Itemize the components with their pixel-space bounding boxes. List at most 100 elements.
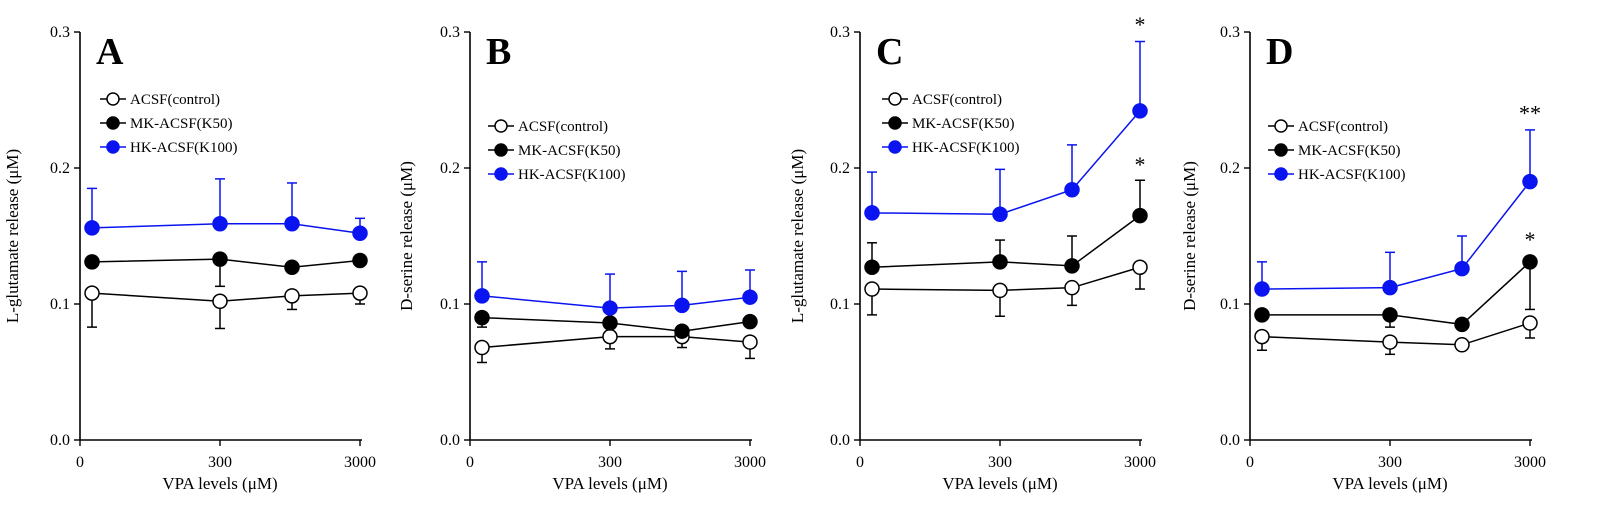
data-point [212, 251, 228, 267]
series-mk-acsf-k50 [864, 179, 1148, 276]
series-mk-acsf-k50 [84, 251, 368, 288]
data-point [84, 285, 100, 301]
y-tick-label: 0.3 [50, 24, 70, 41]
series-line [1262, 261, 1531, 326]
data-point [1454, 260, 1470, 277]
data-point [352, 285, 368, 301]
series-line [91, 223, 361, 235]
data-point [742, 334, 758, 350]
data-point [352, 252, 368, 269]
y-tick-label: 0.0 [50, 432, 70, 449]
series-line [91, 292, 361, 303]
x-axis-title: VPA levels (μM) [1332, 474, 1447, 493]
data-point [1132, 103, 1148, 119]
data-point [352, 225, 368, 242]
data-point [674, 323, 690, 339]
data-point [602, 328, 618, 345]
data-point [1454, 316, 1470, 333]
chart-panel-d: 0.0 0.1 0.2 0.3 0 300 3000 VPA levels (μM) D-ser… [1180, 24, 1546, 493]
panel-letter: D [1266, 31, 1293, 73]
legend-swatch-marker [106, 116, 120, 130]
data-point [1254, 281, 1270, 297]
x-tick-label: 0 [1246, 454, 1254, 471]
data-point [1382, 334, 1398, 350]
y-tick-label: 0.1 [50, 296, 70, 313]
legend-entry-label: ACSF(control) [518, 119, 608, 135]
data-point [1454, 337, 1470, 353]
x-tick-label: 3000 [1124, 454, 1156, 471]
x-tick-label: 3000 [1514, 454, 1546, 471]
y-axis-title: L-glutamate release (μM) [3, 149, 22, 323]
x-axis-title: VPA levels (μM) [552, 474, 667, 493]
data-point [992, 254, 1008, 270]
chart-panel-a: 0.0 0.1 0.2 0.3 0 300 3000 VPA levels (μM) L-glu… [3, 24, 376, 493]
series-acsf-control [1254, 315, 1538, 356]
legend-entry-label: ACSF(control) [912, 92, 1002, 108]
legend-entry-label: MK-ACSF(K50) [912, 116, 1015, 132]
data-point [212, 293, 228, 310]
legend-swatch-marker [888, 92, 902, 106]
legend: ACSF(control) MK-ACSF(K50) HK-ACSF(K100) [882, 92, 1020, 156]
data-point [602, 315, 618, 331]
data-point [1254, 307, 1270, 323]
data-point [1382, 307, 1398, 323]
series-acsf-control [864, 259, 1148, 317]
y-axis-title: D-serine release (μM) [1180, 161, 1199, 311]
data-point [864, 281, 880, 297]
x-tick-label: 300 [208, 454, 232, 471]
legend-swatch-marker [494, 167, 508, 181]
series-hk-acsf-k100 [864, 40, 1148, 222]
data-point [84, 220, 100, 236]
x-tick-label: 0 [76, 454, 84, 471]
legend-swatch-marker [106, 140, 120, 154]
series-line [481, 295, 751, 309]
legend: ACSF(control) MK-ACSF(K50) HK-ACSF(K100) [100, 92, 238, 156]
legend-swatch-marker [494, 119, 508, 133]
y-tick-label: 0.3 [1220, 24, 1240, 41]
significance-marker: * [1135, 152, 1146, 177]
series-hk-acsf-k100 [1254, 129, 1538, 297]
legend-entry-label: MK-ACSF(K50) [1298, 143, 1401, 159]
series-line [481, 335, 751, 349]
series-line [871, 214, 1141, 269]
y-tick-label: 0.0 [830, 432, 850, 449]
series-line [871, 110, 1141, 215]
chart-panel-c: 0.0 0.1 0.2 0.3 0 300 3000 VPA levels (μM) L-glu… [788, 12, 1156, 493]
series-acsf-control [474, 328, 758, 364]
legend-entry-label: MK-ACSF(K50) [518, 143, 621, 159]
data-point [284, 288, 300, 304]
data-point [1064, 279, 1080, 296]
data-point [602, 300, 618, 316]
data-point [284, 259, 300, 276]
significance-marker: ** [1519, 100, 1541, 125]
legend: ACSF(control) MK-ACSF(K50) HK-ACSF(K100) [488, 119, 626, 183]
series-line [1261, 322, 1531, 346]
significance-marker: * [1525, 227, 1536, 252]
legend-entry-label: HK-ACSF(K100) [1298, 167, 1406, 183]
y-tick-label: 0.2 [1220, 160, 1240, 177]
x-tick-label: 3000 [344, 454, 376, 471]
data-point [84, 254, 100, 270]
legend-entry-label: ACSF(control) [130, 92, 220, 108]
data-point [1064, 182, 1080, 198]
legend-swatch-marker [888, 140, 902, 154]
data-point [474, 288, 490, 304]
legend-swatch-marker [888, 116, 902, 130]
legend-entry-label: HK-ACSF(K100) [912, 140, 1020, 156]
chart-panel-b: 0.0 0.1 0.2 0.3 0 300 3000 VPA levels (μM) D-ser… [397, 24, 766, 493]
y-tick-label: 0.2 [440, 160, 460, 177]
x-tick-label: 300 [598, 454, 622, 471]
series-line [1261, 181, 1531, 290]
data-point [474, 309, 490, 326]
data-point [1522, 254, 1538, 270]
y-axis-title: L-glutamate release (μM) [788, 149, 807, 323]
x-tick-label: 0 [856, 454, 864, 471]
data-point [992, 282, 1008, 299]
data-point [1522, 173, 1538, 190]
series-mk-acsf-k50 [474, 309, 758, 339]
y-tick-label: 0.0 [440, 432, 460, 449]
y-axis-title: D-serine release (μM) [397, 161, 416, 311]
panel-letter: A [96, 31, 124, 73]
series-mk-acsf-k50 [1254, 254, 1538, 333]
